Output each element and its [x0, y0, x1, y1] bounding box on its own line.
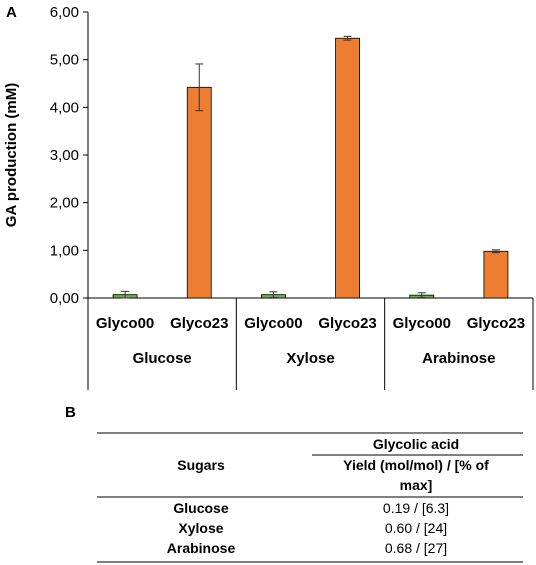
x-category-label: Glyco23	[170, 315, 228, 332]
x-group-label: Glucose	[133, 350, 192, 367]
bar	[186, 86, 212, 299]
table-header-yield-line1: Yield (mol/mol) / [% of	[343, 457, 489, 473]
bars	[112, 35, 509, 299]
bar	[335, 37, 360, 299]
x-category-labels: Glyco00 Glyco23 Glucose Glyco00 Glyco23 Xylos…	[96, 315, 525, 367]
table-row-sugar: Arabinose	[167, 540, 236, 556]
y-tick-label: 4,00	[50, 99, 79, 116]
axis-lines	[87, 12, 534, 390]
x-group-label: Xylose	[286, 350, 334, 367]
y-tick-label: 1,00	[50, 242, 79, 259]
table-row-yield: 0.60 / [24]	[385, 520, 447, 536]
panel-b-label: B	[65, 404, 76, 421]
x-category-label: Glyco00	[96, 315, 154, 332]
table-header-sugars: Sugars	[177, 457, 225, 473]
y-axis-ticks: 0,00 1,00 2,00 3,00 4,00 5,00 6,00	[50, 4, 88, 307]
x-category-label: Glyco23	[318, 315, 376, 332]
y-tick-label: 3,00	[50, 147, 79, 164]
table-row-yield: 0.19 / [6.3]	[383, 500, 449, 516]
table-row-yield: 0.68 / [27]	[385, 540, 447, 556]
x-category-label: Glyco00	[244, 315, 302, 332]
table-row-sugar: Glucose	[173, 500, 228, 516]
y-tick-label: 0,00	[50, 290, 79, 307]
table-row-sugar: Xylose	[178, 520, 223, 536]
y-tick-label: 2,00	[50, 195, 79, 212]
y-axis-title: GA production (mM)	[3, 83, 20, 227]
x-group-label: Arabinose	[422, 350, 495, 367]
y-tick-label: 5,00	[50, 52, 79, 69]
x-category-label: Glyco23	[467, 315, 525, 332]
y-tick-label: 6,00	[50, 4, 79, 21]
x-category-label: Glyco00	[393, 315, 451, 332]
panel-a-label: A	[6, 4, 17, 21]
table-header-yield-line2: max]	[400, 477, 433, 493]
bar	[483, 250, 509, 299]
table-header-glycolic-acid: Glycolic acid	[373, 436, 459, 452]
